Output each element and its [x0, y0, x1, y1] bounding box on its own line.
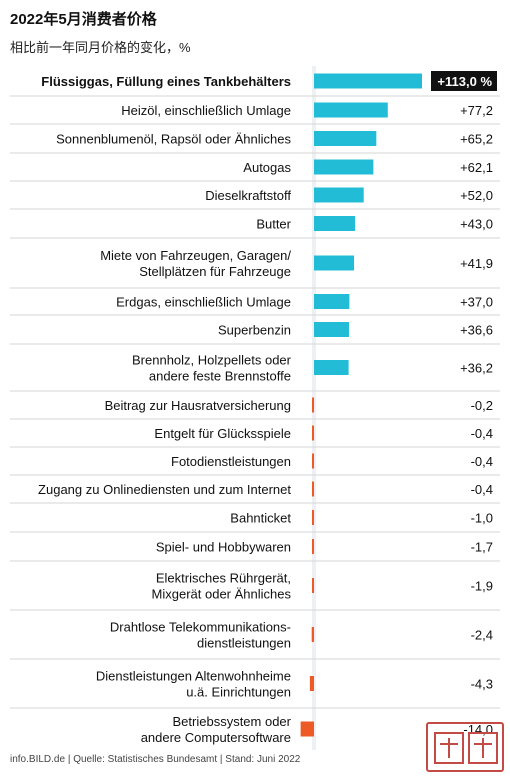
value-label: -1,0 — [471, 511, 493, 526]
value-label: +41,9 — [460, 256, 493, 271]
category-label: Butter — [256, 217, 291, 232]
source-footer: info.BILD.de | Quelle: Statistisches Bun… — [10, 754, 301, 765]
bar — [309, 676, 314, 691]
bar — [312, 578, 314, 593]
bar — [312, 510, 314, 525]
category-label: andere Computersoftware — [141, 730, 291, 745]
category-label: Dieselkraftstoff — [205, 188, 291, 203]
bar — [314, 360, 349, 375]
bar — [314, 73, 422, 89]
value-label: -1,9 — [471, 579, 493, 594]
category-label: Beitrag zur Hausratversicherung — [105, 398, 291, 413]
value-label: -0,4 — [471, 482, 493, 497]
category-label: Elektrisches Rührgerät, — [156, 571, 291, 586]
value-label: -4,3 — [471, 677, 493, 692]
category-label: Zugang zu Onlinediensten und zum Interne… — [38, 482, 291, 497]
bar — [312, 425, 314, 441]
value-label: +43,0 — [460, 217, 493, 232]
bar — [314, 187, 364, 203]
category-label: Superbenzin — [218, 323, 291, 338]
category-label: Flüssiggas, Füllung eines Tankbehälters — [41, 74, 291, 89]
category-label: andere feste Brennstoffe — [149, 369, 291, 384]
bar — [300, 721, 314, 737]
chart-subtitle: 相比前一年同月价格的变化，% — [10, 40, 191, 55]
value-label: +113,0 % — [437, 74, 492, 89]
bar — [314, 159, 374, 175]
bar — [314, 255, 355, 271]
value-label: +36,2 — [460, 361, 493, 376]
bar — [312, 539, 314, 554]
bar — [312, 481, 314, 497]
bar — [314, 102, 388, 118]
category-label: Drahtlose Telekommunikations- — [110, 620, 291, 635]
value-highlight-box — [431, 71, 497, 91]
bar-chart: Flüssiggas, Füllung eines Tankbehälters +… — [10, 66, 500, 750]
bar — [314, 294, 350, 309]
bar — [314, 322, 349, 337]
bar — [312, 397, 314, 413]
category-label: Mixgerät oder Ähnliches — [152, 587, 292, 602]
category-label: Stellplätzen für Fahrzeuge — [139, 264, 291, 279]
value-label: -0,4 — [471, 454, 493, 469]
category-label: Bahnticket — [230, 511, 291, 526]
category-label: Sonnenblumenöl, Rapsöl oder Ähnliches — [56, 132, 291, 147]
value-label: -0,4 — [471, 426, 493, 441]
category-label: Dienstleistungen Altenwohnheime — [96, 669, 291, 684]
value-label: -1,7 — [471, 540, 493, 555]
value-label: +37,0 — [460, 295, 493, 310]
value-label: +62,1 — [460, 160, 493, 175]
value-label: +65,2 — [460, 132, 493, 147]
category-label: Miete von Fahrzeugen, Garagen/ — [100, 248, 291, 263]
value-label: +36,6 — [460, 323, 493, 338]
value-label: -2,4 — [471, 628, 493, 643]
category-label: Entgelt für Glücksspiele — [154, 426, 291, 441]
category-label: Fotodienstleistungen — [171, 454, 291, 469]
bar — [314, 216, 356, 231]
category-label: Brennholz, Holzpellets oder — [132, 353, 292, 368]
chart-title: 2022年5月消费者价格 — [10, 11, 157, 28]
category-label: Autogas — [243, 160, 291, 175]
category-label: dienstleistungen — [197, 636, 291, 651]
value-label: -0,2 — [471, 398, 493, 413]
value-label: +77,2 — [460, 103, 493, 118]
bar — [311, 627, 314, 642]
category-label: Heizöl, einschließlich Umlage — [121, 103, 291, 118]
category-label: u.ä. Einrichtungen — [186, 685, 291, 700]
category-label: Spiel- und Hobbywaren — [156, 540, 291, 555]
value-label: +52,0 — [460, 188, 493, 203]
bar — [312, 453, 314, 469]
category-label: Erdgas, einschließlich Umlage — [116, 295, 291, 310]
seal-stamp-icon — [426, 722, 504, 772]
bar — [314, 131, 377, 146]
category-label: Betriebssystem oder — [173, 714, 292, 729]
